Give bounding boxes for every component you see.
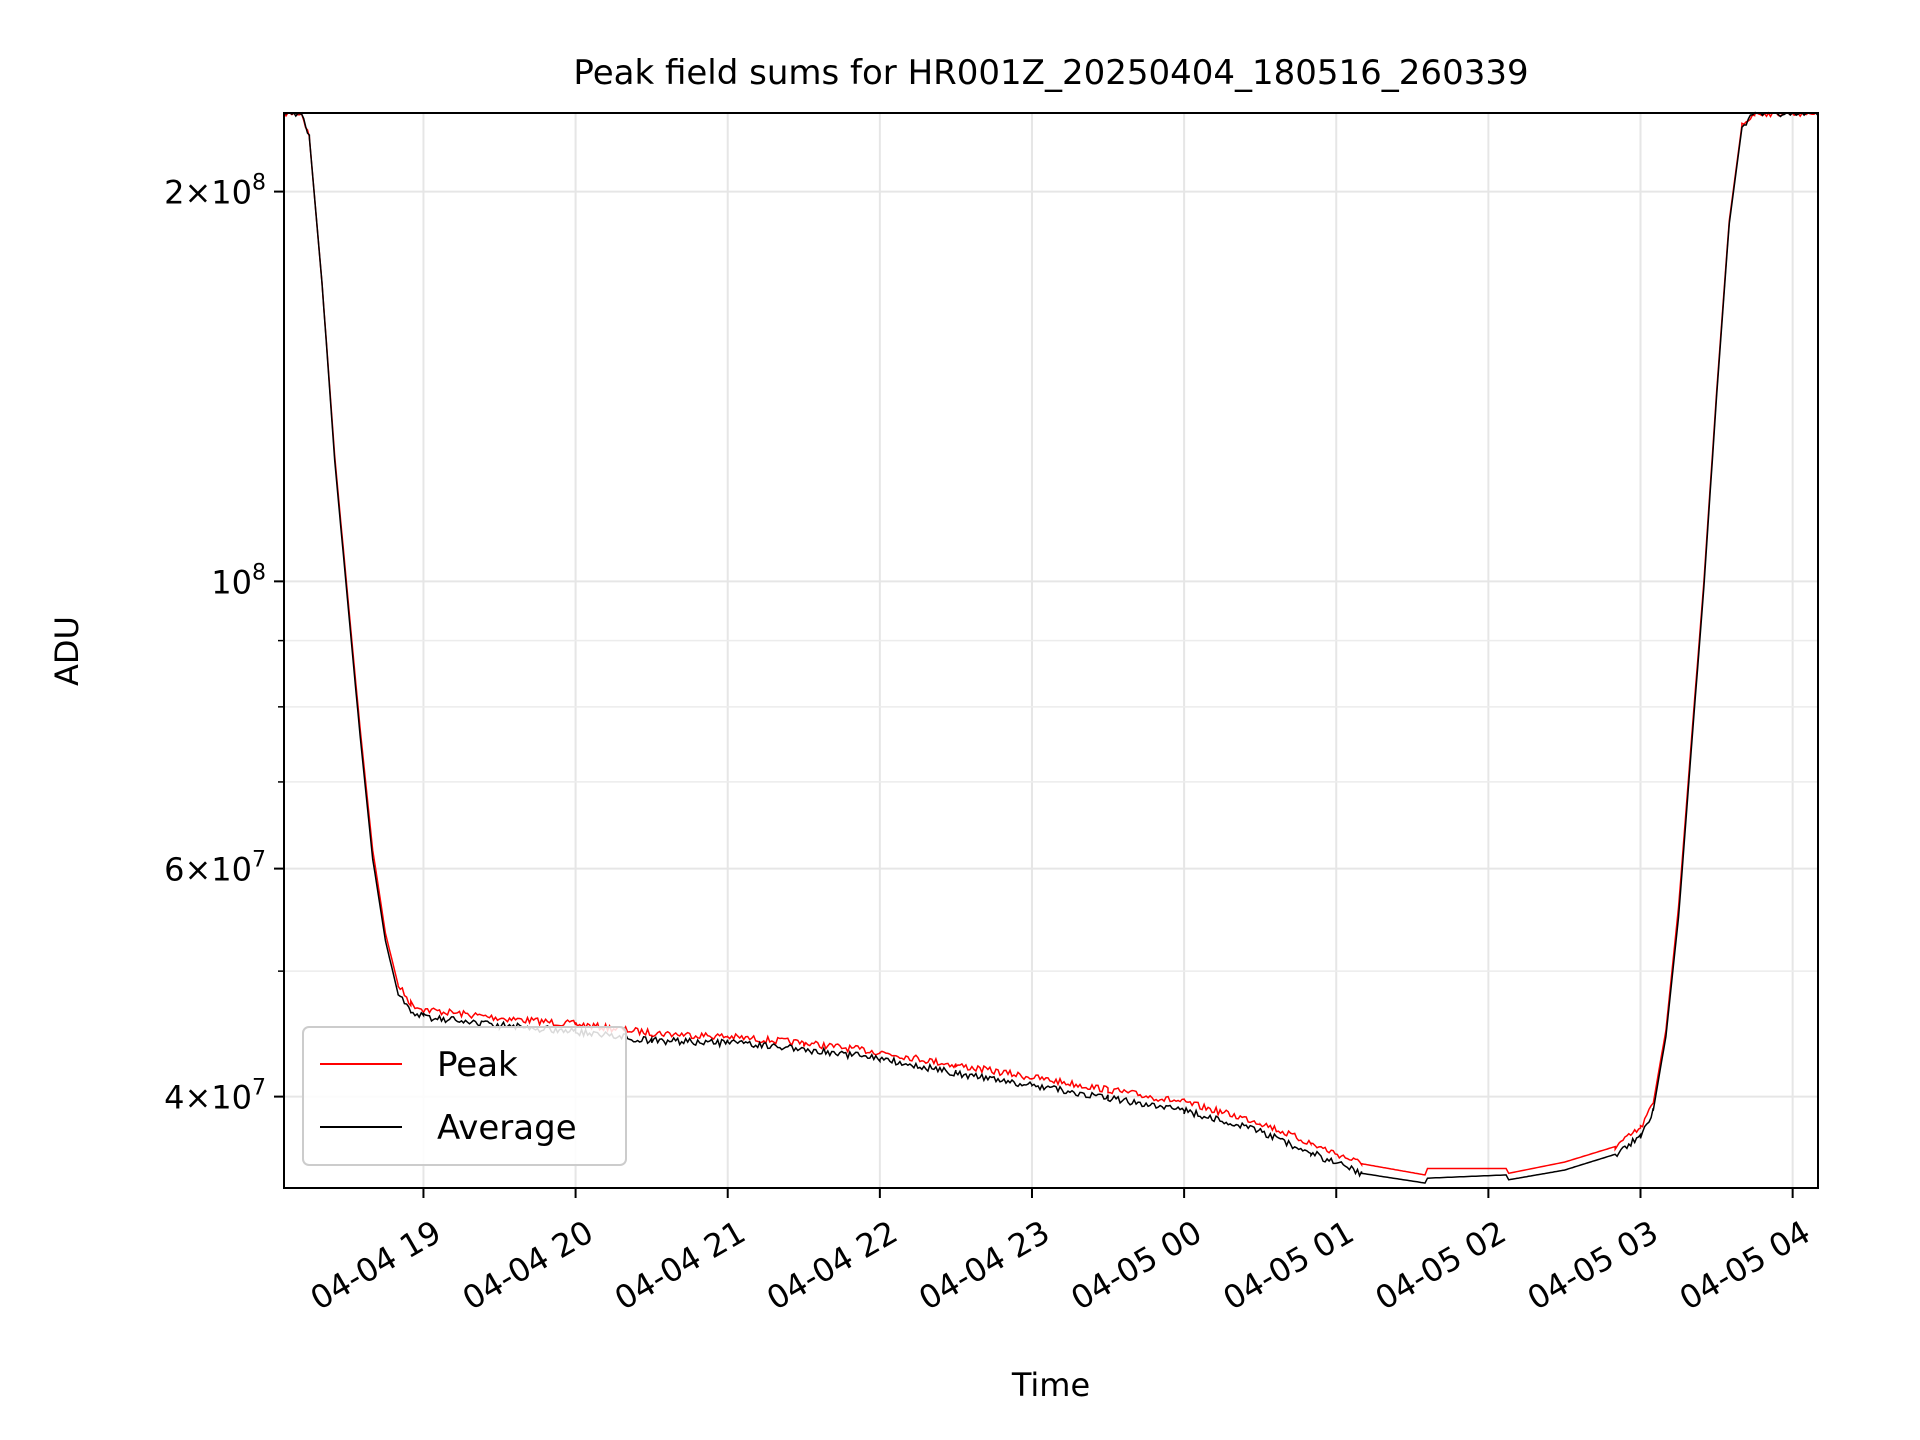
y-tick-label: 108	[211, 560, 266, 601]
legend-box	[302, 1026, 627, 1166]
legend-label-peak: Peak	[437, 1045, 518, 1085]
series-line-peak	[283, 111, 1819, 1176]
x-axis-label: Time	[1011, 1366, 1090, 1404]
legend: Peak Average	[302, 1026, 627, 1166]
legend-label-average: Average	[437, 1108, 577, 1148]
plot-frame	[283, 112, 1819, 1189]
chart-title: Peak field sums for HR001Z_20250404_1805…	[573, 53, 1528, 93]
y-tick-label: 4×107	[164, 1076, 266, 1117]
y-axis-label: ADU	[48, 616, 86, 686]
grid	[284, 113, 1818, 1188]
y-axis-ticks: 4×107 6×107 108 2×108	[164, 171, 284, 1117]
y-tick-label: 6×107	[164, 848, 266, 889]
y-tick-label: 2×108	[164, 171, 266, 212]
